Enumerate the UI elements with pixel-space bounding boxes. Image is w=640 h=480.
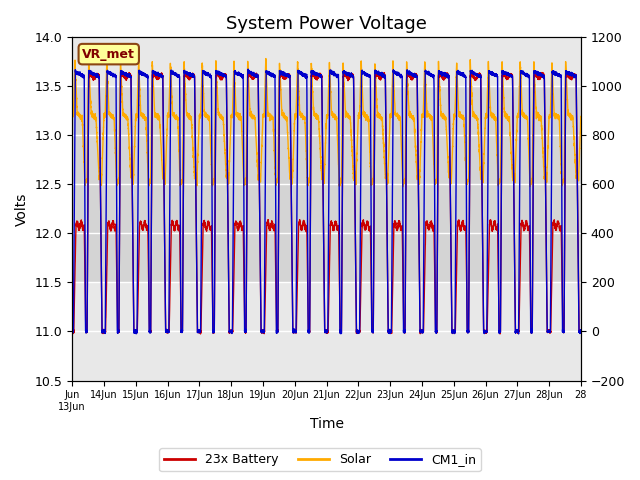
X-axis label: Time: Time — [310, 418, 344, 432]
Y-axis label: Volts: Volts — [15, 192, 29, 226]
Bar — [72, 86, 581, 282]
Legend: 23x Battery, Solar, CM1_in: 23x Battery, Solar, CM1_in — [159, 448, 481, 471]
Text: VR_met: VR_met — [83, 48, 135, 60]
Title: System Power Voltage: System Power Voltage — [226, 15, 427, 33]
